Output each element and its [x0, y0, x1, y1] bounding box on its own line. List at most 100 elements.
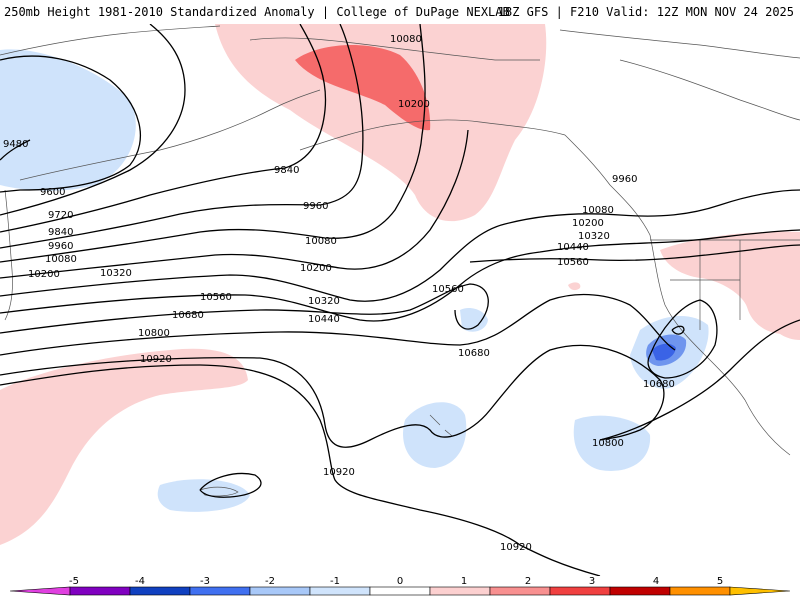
lbl-10200-w: 10200 [28, 269, 60, 280]
lbl-10080-e: 10080 [582, 205, 614, 216]
colorbar-swatch [549, 586, 611, 596]
lbl-9480: 9480 [3, 139, 28, 150]
lbl-9600: 9600 [40, 187, 65, 198]
anomaly-low-south [157, 479, 250, 512]
positive-anomaly-shading [0, 24, 800, 545]
lbl-10920-s: 10920 [323, 467, 355, 478]
lbl-9720: 9720 [48, 210, 73, 221]
colorbar-swatch [729, 586, 791, 596]
coast-aleutians [19, 89, 321, 181]
contour-10200-a [0, 129, 469, 279]
contour-10080 [0, 24, 426, 263]
colorbar-swatch [249, 586, 311, 596]
lbl-9960-e: 9960 [612, 174, 637, 185]
lbl-10320-w: 10320 [100, 268, 132, 279]
lbl-10080-w: 10080 [45, 254, 77, 265]
coast-alaska-north [249, 37, 540, 61]
anomaly-colorbar: -5 -4 -3 -2 -1 0 1 2 3 4 5 [0, 576, 800, 600]
cb-tick-m5: -5 [69, 576, 79, 587]
coast-west-us [649, 234, 746, 401]
colorbar-swatch [189, 586, 251, 596]
colorbar-swatch [309, 586, 371, 596]
contour-9720 [0, 24, 186, 216]
contour-10800-east [599, 319, 800, 441]
cb-tick-0: 0 [397, 576, 403, 587]
lbl-10560-e: 10560 [557, 257, 589, 268]
colorbar-tick-labels: -5 -4 -3 -2 -1 0 1 2 3 4 5 [69, 576, 723, 587]
contour-labels: 9480 9600 9720 9840 9960 10080 10200 103… [3, 34, 675, 553]
lbl-10680-m: 10680 [458, 348, 490, 359]
contour-10560 [0, 283, 489, 334]
anomaly-high-small [568, 282, 581, 291]
contour-10680-loop [647, 299, 718, 379]
contour-9600-west [0, 55, 142, 193]
contour-10920 [0, 364, 601, 576]
lbl-9960-w: 9960 [48, 241, 73, 252]
contour-10920-island [199, 472, 262, 498]
model-run-info: 18Z GFS | F210 Valid: 12Z MON NOV 24 202… [497, 5, 794, 19]
cb-tick-m2: -2 [265, 576, 275, 587]
contour-10680-inner [671, 325, 685, 335]
coast-baja [744, 399, 791, 456]
contour-10800 [0, 344, 665, 448]
map-header: 250mb Height 1981-2010 Standardized Anom… [0, 0, 800, 24]
anomaly-low-west [0, 49, 136, 191]
coast-bc [564, 134, 651, 236]
lbl-9840-w: 9840 [48, 227, 73, 238]
lbl-10440-c: 10440 [308, 314, 340, 325]
colorbar-swatch [129, 586, 191, 596]
cb-tick-m1: -1 [330, 576, 340, 587]
lbl-10440-e: 10440 [557, 242, 589, 253]
lbl-10800-e: 10800 [592, 438, 624, 449]
anomaly-low-southcoast-center [652, 343, 676, 361]
cb-tick-5: 5 [717, 576, 723, 587]
lbl-10320-e: 10320 [578, 231, 610, 242]
anomaly-high-alaska-core [295, 44, 431, 131]
contour-9960 [0, 24, 364, 249]
coast-alaska-peninsula [299, 119, 566, 151]
lbl-10920-se: 10920 [500, 542, 532, 553]
anomaly-low-central [460, 308, 488, 332]
lbl-10680-w: 10680 [172, 310, 204, 321]
lbl-10800-w: 10800 [138, 328, 170, 339]
lbl-10680-e: 10680 [643, 379, 675, 390]
contour-10560-e [469, 244, 800, 263]
height-anomaly-map: 9480 9600 9720 9840 9960 10080 10200 103… [0, 24, 800, 576]
contour-10320 [0, 189, 800, 302]
contour-10680 [0, 293, 676, 356]
colorbar-swatches [9, 586, 791, 596]
colorbar-swatch [369, 586, 431, 596]
lbl-10320-c: 10320 [308, 296, 340, 307]
lbl-10560-w: 10560 [200, 292, 232, 303]
cb-tick-3: 3 [589, 576, 595, 587]
colorbar-swatch [9, 586, 71, 596]
coast-siberia [0, 25, 221, 56]
colorbar-swatch [489, 586, 551, 596]
anomaly-high-east-south [760, 297, 800, 340]
anomaly-high-alaska [215, 24, 547, 222]
anomaly-high-southwest [0, 348, 248, 545]
cb-tick-m4: -4 [135, 576, 145, 587]
colorbar-swatch [609, 586, 671, 596]
lbl-10560-m: 10560 [432, 284, 464, 295]
coast-canada-north [619, 59, 800, 121]
cb-tick-4: 4 [653, 576, 659, 587]
coast-hawaii [429, 414, 453, 437]
lbl-9960-c: 9960 [303, 201, 328, 212]
height-contours [0, 24, 800, 576]
contour-9480 [0, 139, 31, 161]
map-title: 250mb Height 1981-2010 Standardized Anom… [4, 5, 510, 19]
lbl-10200-c: 10200 [300, 263, 332, 274]
cb-tick-2: 2 [525, 576, 531, 587]
contour-9840 [0, 24, 327, 233]
coast-arctic [559, 29, 800, 59]
contour-10440 [0, 229, 800, 322]
lbl-10200-n: 10200 [398, 99, 430, 110]
lbl-10200-e: 10200 [572, 218, 604, 229]
colorbar-swatch [69, 586, 131, 596]
colorbar-swatch [429, 586, 491, 596]
cb-tick-m3: -3 [200, 576, 210, 587]
lbl-9840-c: 9840 [274, 165, 299, 176]
coast-kamchatka [4, 189, 13, 321]
lbl-10080-n: 10080 [390, 34, 422, 45]
